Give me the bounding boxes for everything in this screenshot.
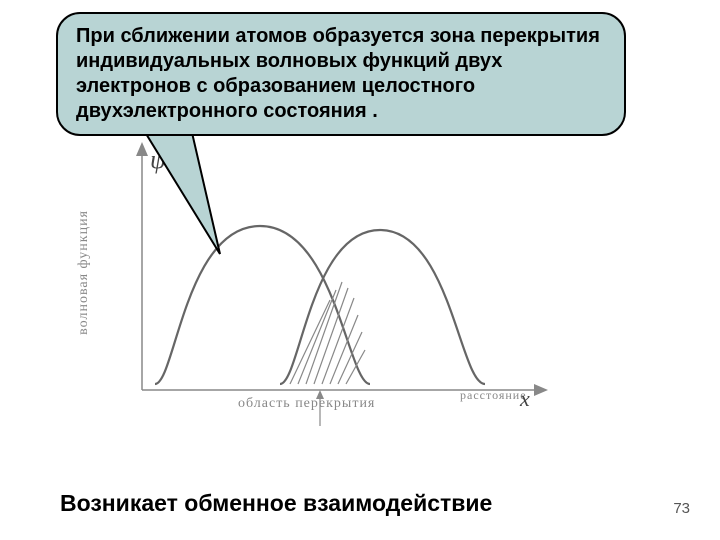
conclusion-emphasis: обменное взаимодействие xyxy=(184,490,492,516)
conclusion-prefix: Возникает xyxy=(60,490,184,516)
conclusion-text: Возникает обменное взаимодействие xyxy=(60,490,492,517)
callout-tail xyxy=(130,124,250,284)
distance-label: расстояние xyxy=(460,388,527,403)
page-number: 73 xyxy=(673,500,690,517)
callout-text: При сближении атомов образуется зона пер… xyxy=(76,24,606,124)
overlap-label: область перекрытия xyxy=(238,396,375,412)
callout-bubble: При сближении атомов образуется зона пер… xyxy=(56,12,626,136)
x-symbol: x xyxy=(520,386,530,412)
y-axis-label: волновая функция xyxy=(76,210,92,335)
